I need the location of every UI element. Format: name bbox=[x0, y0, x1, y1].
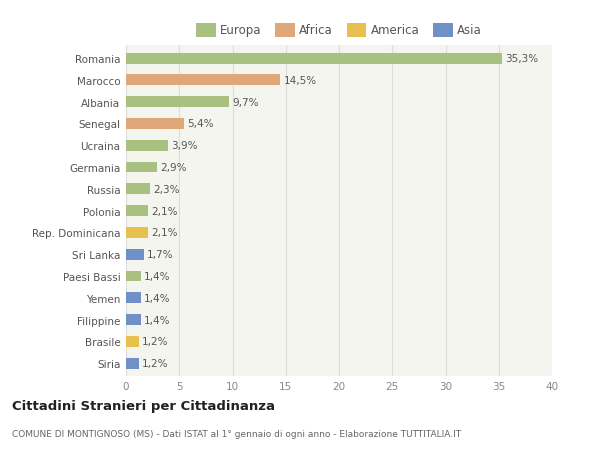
Bar bbox=[126, 228, 148, 238]
Bar bbox=[126, 184, 151, 195]
Text: 35,3%: 35,3% bbox=[505, 54, 538, 64]
Text: 1,4%: 1,4% bbox=[144, 271, 170, 281]
Legend: Europa, Africa, America, Asia: Europa, Africa, America, Asia bbox=[196, 24, 482, 37]
Bar bbox=[126, 336, 139, 347]
Bar bbox=[126, 293, 141, 303]
Text: 2,1%: 2,1% bbox=[152, 228, 178, 238]
Bar bbox=[126, 206, 148, 217]
Text: 1,2%: 1,2% bbox=[142, 336, 169, 347]
Bar bbox=[126, 249, 144, 260]
Bar bbox=[126, 358, 139, 369]
Text: Cittadini Stranieri per Cittadinanza: Cittadini Stranieri per Cittadinanza bbox=[12, 399, 275, 412]
Bar bbox=[126, 119, 184, 129]
Text: COMUNE DI MONTIGNOSO (MS) - Dati ISTAT al 1° gennaio di ogni anno - Elaborazione: COMUNE DI MONTIGNOSO (MS) - Dati ISTAT a… bbox=[12, 429, 461, 438]
Bar bbox=[126, 271, 141, 282]
Text: 1,4%: 1,4% bbox=[144, 293, 170, 303]
Text: 2,9%: 2,9% bbox=[160, 162, 187, 173]
Text: 2,3%: 2,3% bbox=[154, 185, 180, 195]
Bar bbox=[126, 75, 280, 86]
Text: 1,4%: 1,4% bbox=[144, 315, 170, 325]
Bar bbox=[126, 97, 229, 108]
Text: 5,4%: 5,4% bbox=[187, 119, 213, 129]
Text: 1,2%: 1,2% bbox=[142, 358, 169, 368]
Bar bbox=[126, 314, 141, 325]
Text: 9,7%: 9,7% bbox=[233, 97, 259, 107]
Text: 1,7%: 1,7% bbox=[148, 250, 174, 260]
Text: 2,1%: 2,1% bbox=[152, 206, 178, 216]
Text: 3,9%: 3,9% bbox=[171, 141, 197, 151]
Bar bbox=[126, 162, 157, 173]
Bar bbox=[126, 140, 167, 151]
Bar bbox=[126, 54, 502, 64]
Text: 14,5%: 14,5% bbox=[284, 76, 317, 86]
